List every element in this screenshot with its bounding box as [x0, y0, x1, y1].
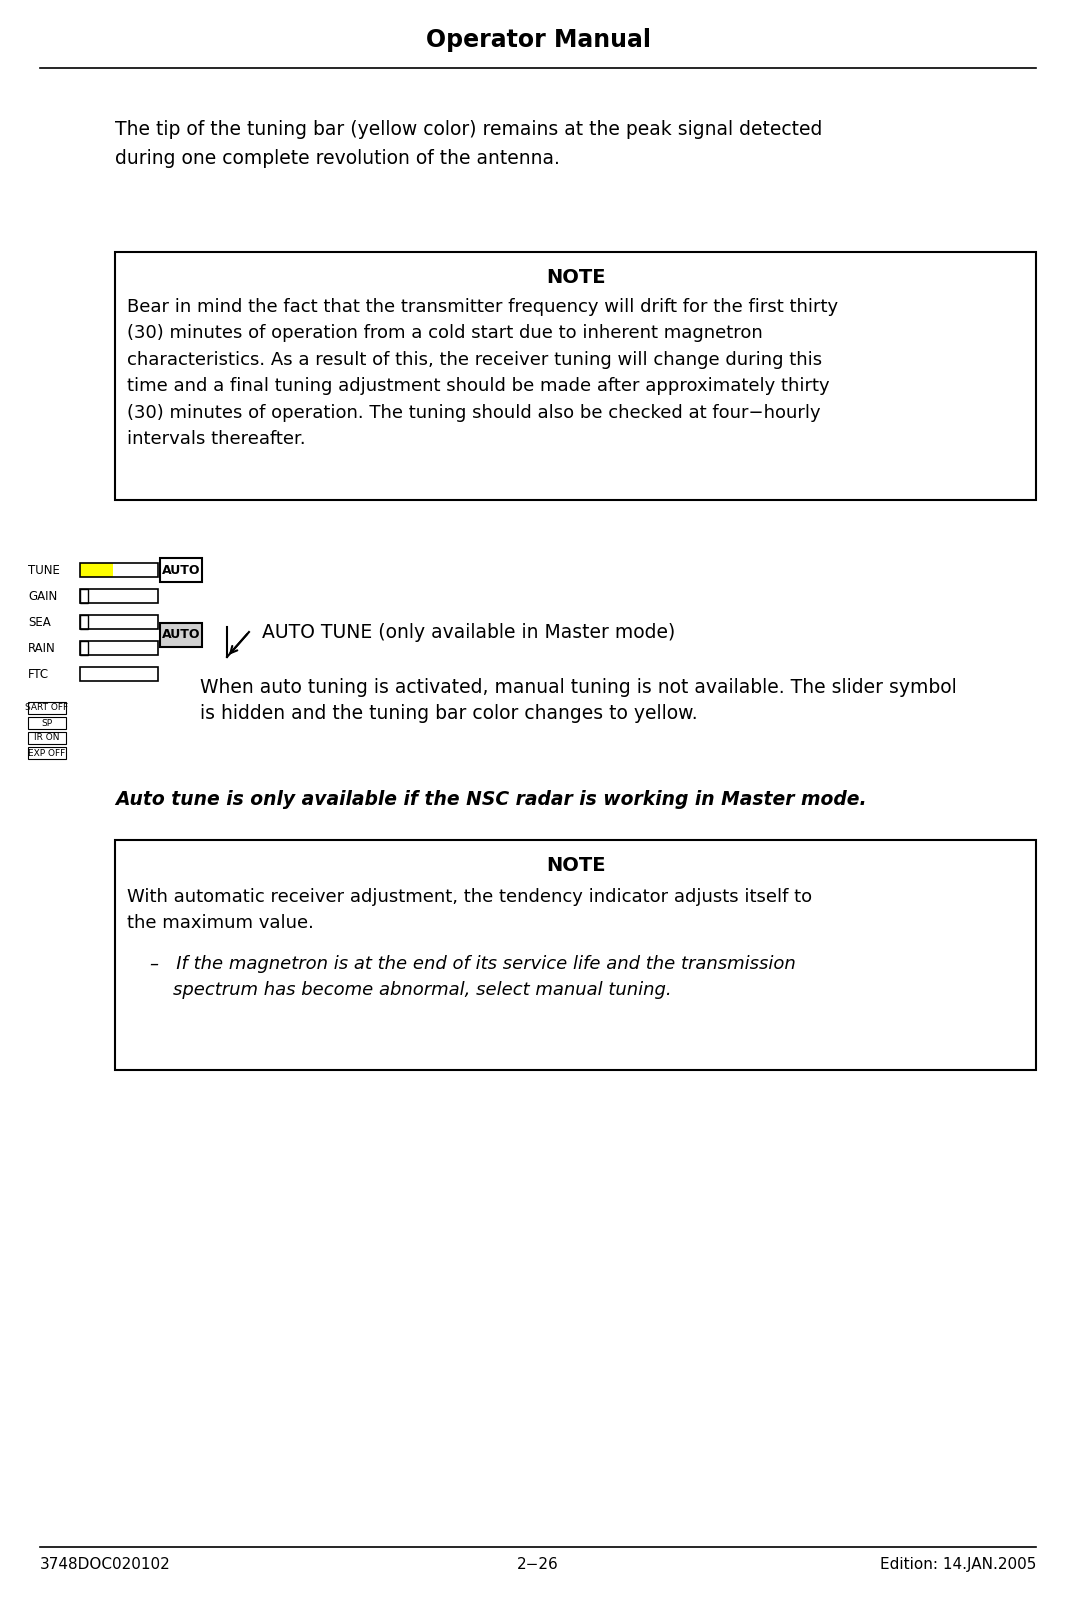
Text: AUTO TUNE (only available in Master mode): AUTO TUNE (only available in Master mode…: [261, 623, 676, 642]
Bar: [28, 747, 66, 759]
Text: 3748DOC020102: 3748DOC020102: [40, 1557, 171, 1571]
Text: TUNE: TUNE: [28, 564, 60, 577]
Bar: [80, 640, 88, 655]
Text: SEA: SEA: [28, 615, 51, 629]
Bar: [80, 589, 158, 604]
Bar: [160, 623, 202, 647]
Text: Auto tune is only available if the NSC radar is working in Master mode.: Auto tune is only available if the NSC r…: [115, 791, 866, 810]
Bar: [80, 564, 113, 577]
Bar: [115, 840, 1036, 1070]
Text: SART OFF: SART OFF: [26, 704, 69, 712]
Text: 2−26: 2−26: [518, 1557, 558, 1571]
Text: FTC: FTC: [28, 668, 49, 680]
Text: EXP OFF: EXP OFF: [28, 749, 66, 757]
Text: The tip of the tuning bar (yellow color) remains at the peak signal detected
dur: The tip of the tuning bar (yellow color)…: [115, 120, 822, 168]
Bar: [160, 557, 202, 581]
Bar: [80, 668, 158, 680]
Text: AUTO: AUTO: [161, 564, 200, 577]
Bar: [28, 703, 66, 714]
Text: IR ON: IR ON: [34, 733, 60, 743]
Bar: [80, 615, 158, 629]
Text: GAIN: GAIN: [28, 589, 57, 602]
Bar: [80, 564, 158, 577]
Text: NOTE: NOTE: [546, 268, 605, 287]
Text: is hidden and the tuning bar color changes to yellow.: is hidden and the tuning bar color chang…: [200, 704, 697, 723]
Text: SP: SP: [42, 719, 53, 728]
Bar: [28, 717, 66, 728]
Bar: [80, 615, 88, 629]
Text: Bear in mind the fact that the transmitter frequency will drift for the first th: Bear in mind the fact that the transmitt…: [127, 299, 838, 449]
Text: AUTO: AUTO: [161, 629, 200, 642]
Bar: [80, 640, 158, 655]
Text: With automatic receiver adjustment, the tendency indicator adjusts itself to
the: With automatic receiver adjustment, the …: [127, 888, 812, 933]
Text: Edition: 14.JAN.2005: Edition: 14.JAN.2005: [879, 1557, 1036, 1571]
Bar: [28, 731, 66, 744]
Text: NOTE: NOTE: [546, 856, 605, 875]
Bar: [115, 252, 1036, 500]
Text: RAIN: RAIN: [28, 642, 56, 655]
Text: –   If the magnetron is at the end of its service life and the transmission
    : – If the magnetron is at the end of its …: [150, 955, 796, 1000]
Text: When auto tuning is activated, manual tuning is not available. The slider symbol: When auto tuning is activated, manual tu…: [200, 679, 957, 696]
Text: Operator Manual: Operator Manual: [425, 29, 651, 53]
Bar: [80, 589, 88, 604]
